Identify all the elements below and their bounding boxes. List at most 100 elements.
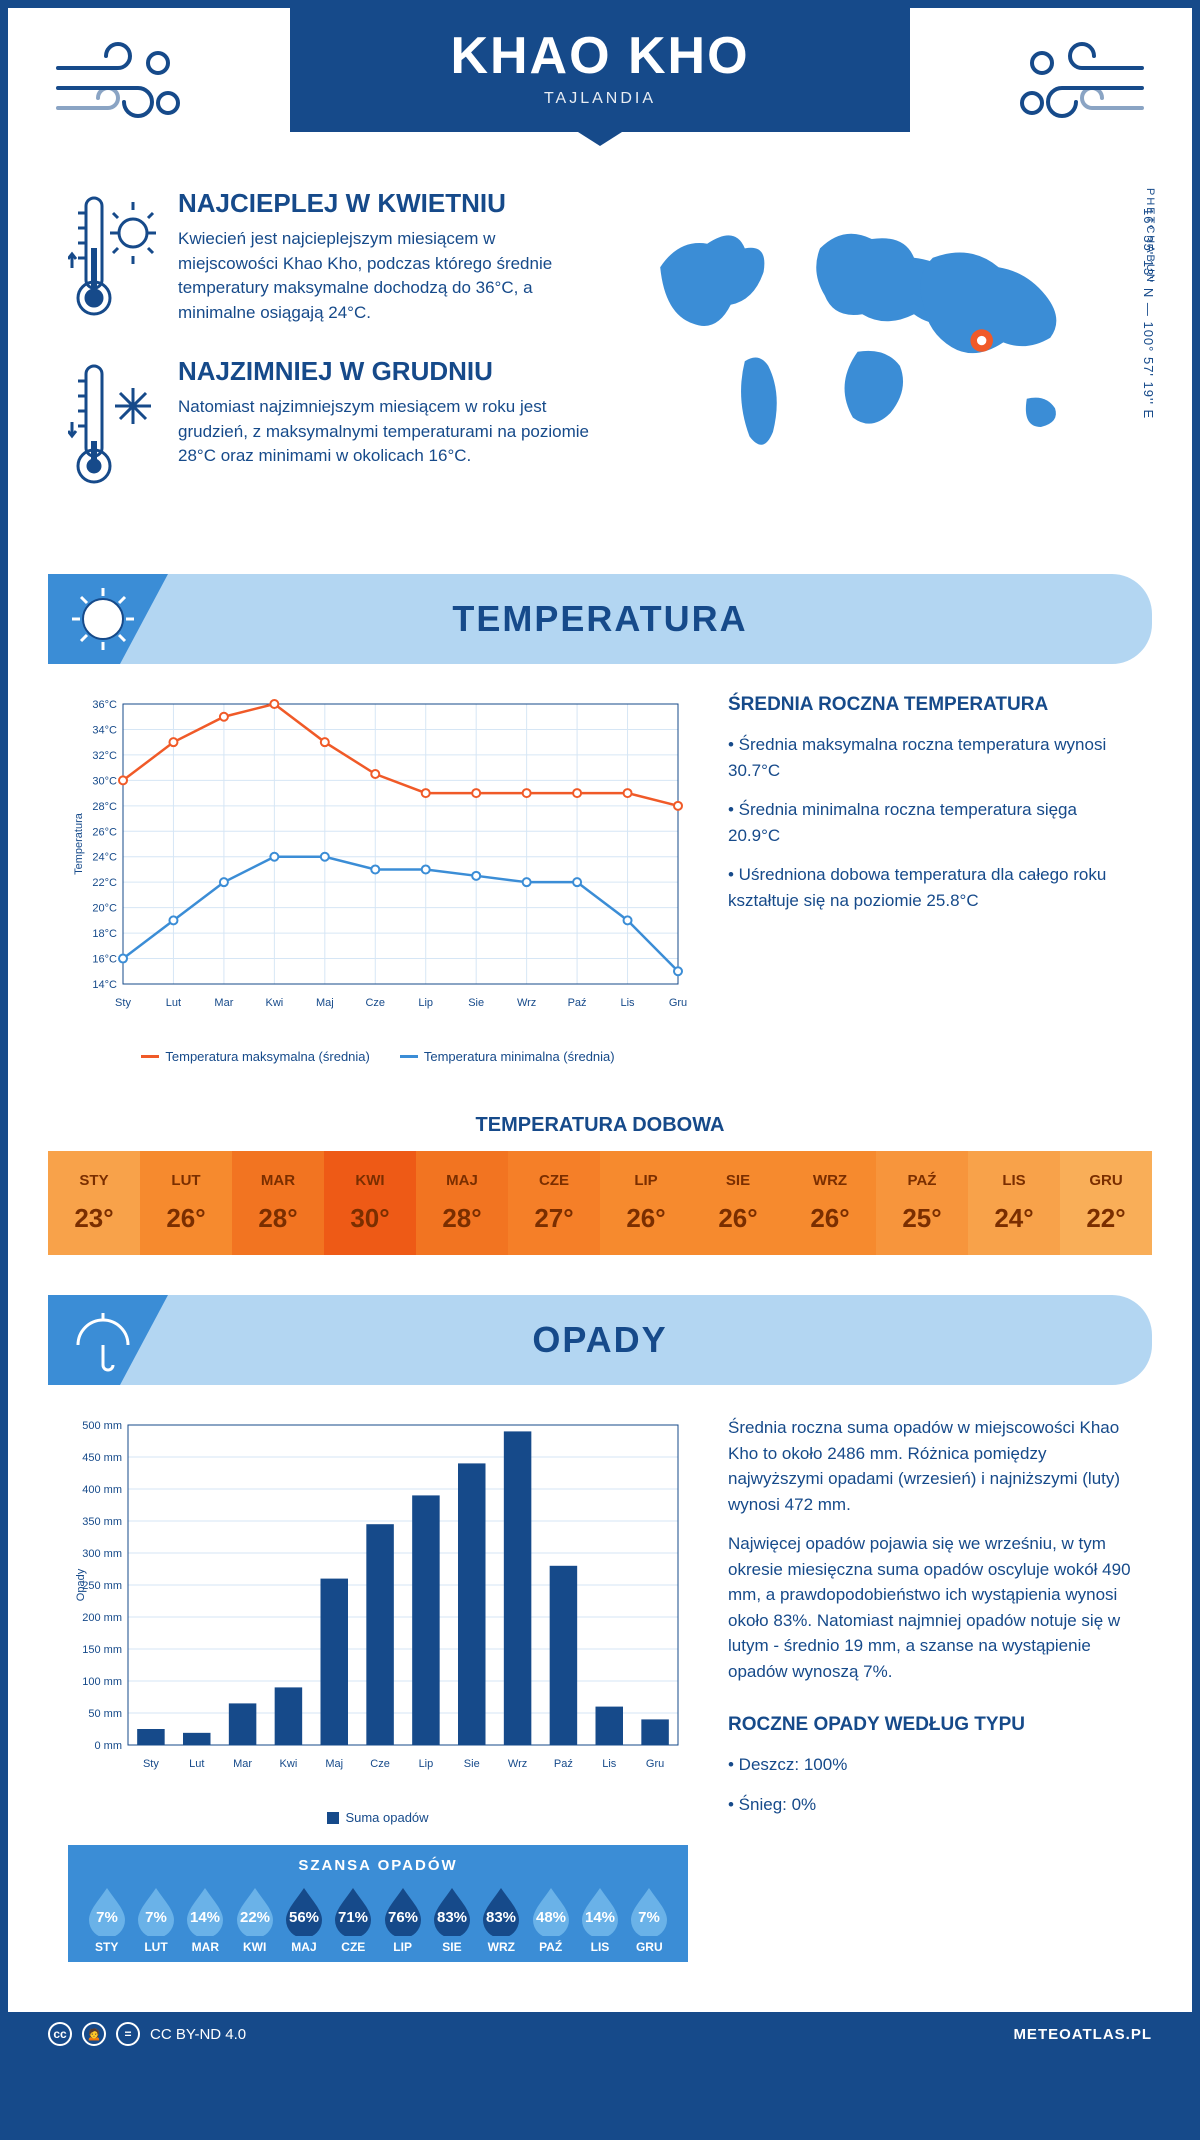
svg-text:50 mm: 50 mm — [88, 1708, 122, 1720]
svg-text:0 mm: 0 mm — [95, 1740, 123, 1752]
license-text: CC BY-ND 4.0 — [150, 2026, 246, 2043]
location-marker-icon — [970, 329, 993, 352]
wind-icon-right — [1002, 28, 1152, 138]
rain-summary: Średnia roczna suma opadów w miejscowośc… — [728, 1415, 1132, 1962]
svg-text:Lis: Lis — [621, 997, 636, 1009]
dobowa-cell: MAR28° — [232, 1151, 324, 1255]
by-icon: 🙍 — [82, 2022, 106, 2046]
temp-bullet-2: • Uśredniona dobowa temperatura dla całe… — [728, 862, 1132, 913]
nd-icon: = — [116, 2022, 140, 2046]
temp-side-title: ŚREDNIA ROCZNA TEMPERATURA — [728, 694, 1132, 716]
section-bar-temperature: TEMPERATURA — [48, 574, 1152, 664]
svg-text:Mar: Mar — [233, 1758, 252, 1770]
dobowa-cell: WRZ26° — [784, 1151, 876, 1255]
svg-text:14%: 14% — [190, 1909, 220, 1926]
svg-text:28°C: 28°C — [92, 801, 117, 813]
thermometer-sun-icon — [68, 188, 158, 328]
svg-text:48%: 48% — [536, 1909, 566, 1926]
svg-text:Sie: Sie — [464, 1758, 480, 1770]
chance-drop: 7%GRU — [625, 1884, 674, 1954]
warm-text: Kwiecień jest najcieplejszym miesiącem w… — [178, 227, 598, 326]
rain-p1: Średnia roczna suma opadów w miejscowośc… — [728, 1415, 1132, 1517]
chance-drop: 48%PAŹ — [526, 1884, 575, 1954]
section-bar-rain: OPADY — [48, 1295, 1152, 1385]
svg-text:Lut: Lut — [166, 997, 181, 1009]
temperature-chart: 14°C16°C18°C20°C22°C24°C26°C28°C30°C32°C… — [68, 694, 688, 1064]
page-title: KHAO KHO — [350, 26, 850, 86]
chance-title: SZANSA OPADÓW — [78, 1857, 678, 1874]
dobowa-cell: MAJ28° — [416, 1151, 508, 1255]
chance-drop: 14%LIS — [575, 1884, 624, 1954]
wind-icon-left — [48, 28, 198, 138]
svg-text:Gru: Gru — [669, 997, 687, 1009]
svg-text:Lip: Lip — [418, 997, 433, 1009]
rain-legend: Suma opadów — [68, 1810, 688, 1825]
svg-text:Lut: Lut — [189, 1758, 204, 1770]
svg-text:22°C: 22°C — [92, 877, 117, 889]
temperature-row: 14°C16°C18°C20°C22°C24°C26°C28°C30°C32°C… — [8, 694, 1192, 1084]
svg-text:450 mm: 450 mm — [82, 1452, 122, 1464]
chance-drop: 71%CZE — [329, 1884, 378, 1954]
svg-text:83%: 83% — [486, 1909, 516, 1926]
svg-text:36°C: 36°C — [92, 699, 117, 711]
chance-drop: 83%SIE — [427, 1884, 476, 1954]
cold-block: NAJZIMNIEJ W GRUDNIU Natomiast najzimnie… — [68, 356, 602, 496]
svg-text:Paź: Paź — [554, 1758, 573, 1770]
svg-text:Lip: Lip — [419, 1758, 434, 1770]
temperature-summary: ŚREDNIA ROCZNA TEMPERATURA • Średnia mak… — [728, 694, 1132, 1064]
svg-text:Sty: Sty — [143, 1758, 159, 1770]
dobowa-cell: SIE26° — [692, 1151, 784, 1255]
svg-text:Paź: Paź — [568, 997, 587, 1009]
svg-text:14%: 14% — [585, 1909, 615, 1926]
rain-chart: 0 mm50 mm100 mm150 mm200 mm250 mm300 mm3… — [68, 1415, 688, 1962]
svg-text:32°C: 32°C — [92, 750, 117, 762]
temp-bullet-1: • Średnia minimalna roczna temperatura s… — [728, 797, 1132, 848]
svg-text:Wrz: Wrz — [517, 997, 536, 1009]
svg-text:Kwi: Kwi — [280, 1758, 298, 1770]
chance-drop: 7%STY — [82, 1884, 131, 1954]
svg-text:18°C: 18°C — [92, 928, 117, 940]
dobowa-cell: KWI30° — [324, 1151, 416, 1255]
svg-text:7%: 7% — [145, 1909, 167, 1926]
intro-section: NAJCIEPLEJ W KWIETNIU Kwiecień jest najc… — [8, 178, 1192, 554]
coords-label: 16° 35' 13'' N — 100° 57' 19'' E — [1141, 208, 1156, 419]
page: KHAO KHO TAJLANDIA — [0, 0, 1200, 2064]
dobowa-cell: LIP26° — [600, 1151, 692, 1255]
dobowa-table: STY23°LUT26°MAR28°KWI30°MAJ28°CZE27°LIP2… — [48, 1151, 1152, 1255]
svg-text:76%: 76% — [388, 1909, 418, 1926]
cold-text: Natomiast najzimniejszym miesiącem w rok… — [178, 395, 598, 469]
dobowa-cell: LUT26° — [140, 1151, 232, 1255]
svg-text:Cze: Cze — [365, 997, 385, 1009]
chance-drop: 56%MAJ — [279, 1884, 328, 1954]
warm-title: NAJCIEPLEJ W KWIETNIU — [178, 188, 598, 219]
cold-title: NAJZIMNIEJ W GRUDNIU — [178, 356, 598, 387]
footer: cc 🙍 = CC BY-ND 4.0 METEOATLAS.PL — [8, 2012, 1192, 2056]
legend-min: Temperatura minimalna (średnia) — [424, 1049, 615, 1064]
chance-box: SZANSA OPADÓW 7%STY7%LUT14%MAR22%KWI56%M… — [68, 1845, 688, 1962]
header: KHAO KHO TAJLANDIA — [8, 8, 1192, 178]
svg-text:7%: 7% — [638, 1909, 660, 1926]
dobowa-title: TEMPERATURA DOBOWA — [8, 1114, 1192, 1137]
svg-text:500 mm: 500 mm — [82, 1420, 122, 1432]
site-name: METEOATLAS.PL — [1013, 2026, 1152, 2043]
svg-text:34°C: 34°C — [92, 724, 117, 736]
chance-drop: 22%KWI — [230, 1884, 279, 1954]
svg-text:350 mm: 350 mm — [82, 1516, 122, 1528]
svg-text:20°C: 20°C — [92, 903, 117, 915]
svg-text:26°C: 26°C — [92, 826, 117, 838]
dobowa-cell: PAŹ25° — [876, 1151, 968, 1255]
svg-text:30°C: 30°C — [92, 775, 117, 787]
svg-text:16°C: 16°C — [92, 954, 117, 966]
svg-text:300 mm: 300 mm — [82, 1548, 122, 1560]
chance-drop: 76%LIP — [378, 1884, 427, 1954]
dobowa-cell: GRU22° — [1060, 1151, 1152, 1255]
thermometer-snow-icon — [68, 356, 158, 496]
sun-icon — [68, 584, 138, 654]
legend-max: Temperatura maksymalna (średnia) — [165, 1049, 369, 1064]
warm-block: NAJCIEPLEJ W KWIETNIU Kwiecień jest najc… — [68, 188, 602, 328]
svg-text:56%: 56% — [289, 1909, 319, 1926]
svg-text:Sty: Sty — [115, 997, 131, 1009]
svg-text:Temperatura: Temperatura — [73, 812, 85, 875]
dobowa-cell: CZE27° — [508, 1151, 600, 1255]
section-title-temperature: TEMPERATURA — [452, 598, 747, 640]
